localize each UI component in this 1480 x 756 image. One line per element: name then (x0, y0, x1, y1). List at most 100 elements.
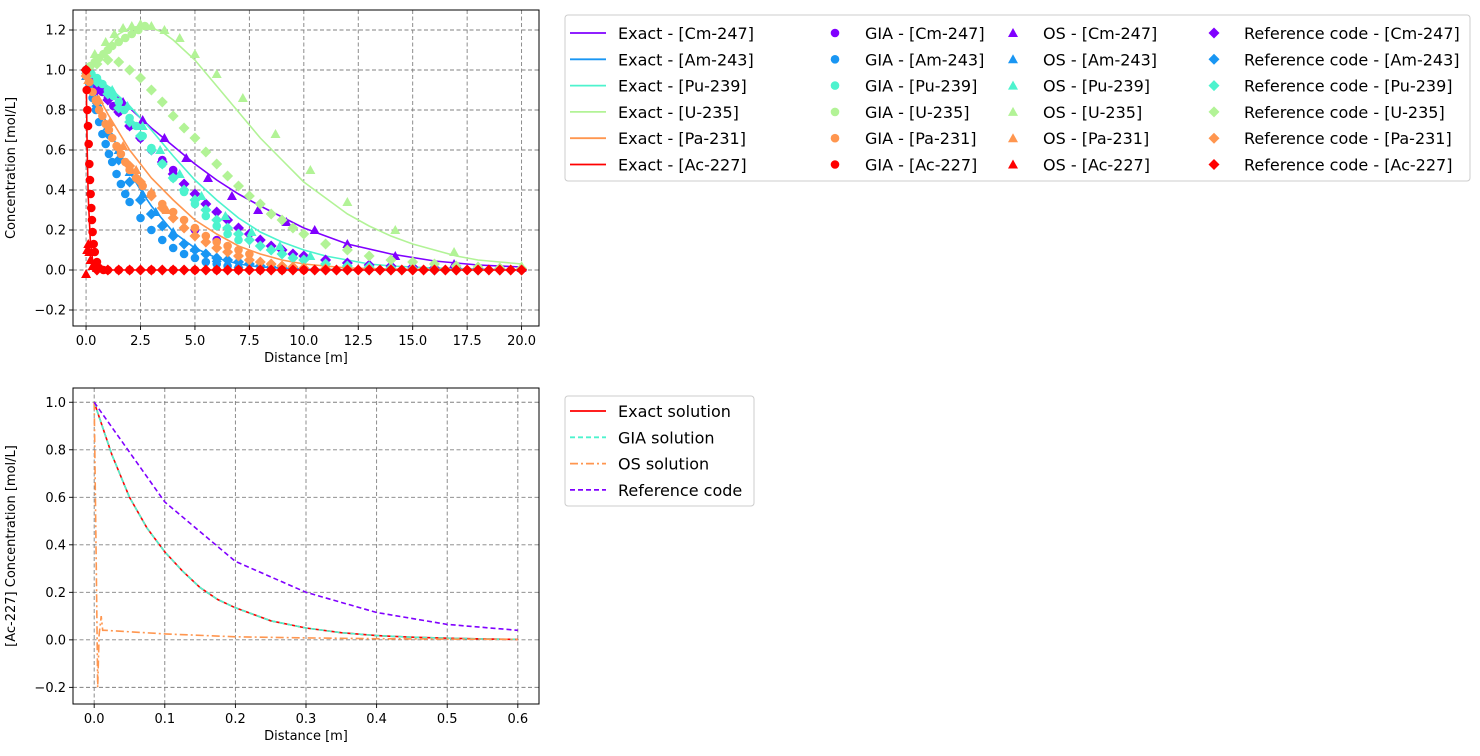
ref-point-ac-227 (352, 264, 364, 276)
ref-point-u-235 (200, 146, 212, 158)
legend-swatch-gia-ac-227 (830, 160, 840, 169)
legend-label-reference-code: Reference code (618, 481, 742, 500)
ref-point-am-243 (145, 208, 157, 220)
os-point-u-235 (146, 21, 157, 30)
legend-label-exact-am-243: Exact - [Am-243] (618, 50, 754, 69)
bottom-xtick-label: 0.4 (366, 712, 387, 727)
ref-point-u-235 (287, 222, 299, 234)
gia-point-am-243 (112, 169, 121, 179)
top-xtick-label: 2.5 (130, 334, 151, 349)
exact-line-pa-231 (85, 69, 522, 271)
ref-point-pu-239 (124, 116, 136, 128)
gia-point-u-235 (114, 37, 124, 47)
top-legend: Exact - [Cm-247] Exact - [Am-243] Exact - … (564, 14, 1471, 182)
ref-point-pu-239 (178, 184, 190, 196)
ref-point-ac-227 (363, 264, 375, 276)
legend-label-reference-code-pa-231: Reference code - [Pa-231] (1244, 129, 1452, 148)
ref-point-u-235 (341, 244, 353, 256)
bottom-xtick-label: 0.6 (507, 712, 528, 727)
bottom-ytick-label: 1.0 (45, 396, 66, 411)
gia-point-u-235 (107, 41, 117, 51)
os-point-cm-247 (342, 239, 353, 248)
ref-point-u-235 (428, 258, 440, 270)
legend-label-gia-pa-231: GIA - [Pa-231] (865, 129, 977, 148)
os-point-cm-247 (309, 225, 320, 234)
ref-point-ac-227 (483, 264, 495, 276)
legend-label-gia-solution: GIA solution (618, 428, 715, 447)
ref-point-ac-227 (211, 264, 223, 276)
gia-point-am-243 (116, 179, 126, 189)
top-ytick-label: −0.2 (34, 304, 66, 319)
os-point-pu-239 (155, 145, 166, 154)
legend-swatch-os-am-243 (1008, 54, 1018, 64)
ref-point-ac-227 (385, 264, 397, 276)
ref-point-u-235 (407, 256, 419, 268)
ref-point-ac-227 (124, 264, 136, 276)
gia-point-ac-227 (85, 159, 94, 169)
bottom-ytick-label: 0.6 (45, 491, 66, 506)
ref-point-ac-227 (439, 264, 451, 276)
ref-point-ac-227 (178, 264, 190, 276)
legend-swatch-gia-cm-247 (830, 28, 840, 38)
top-ylabel: Concentration [mol/L] (4, 97, 19, 239)
os-point-cm-247 (159, 133, 170, 142)
gia-point-u-235 (127, 29, 137, 39)
ref-point-pu-239 (156, 158, 168, 170)
ref-point-pa-231 (145, 190, 157, 202)
os-point-cm-247 (281, 217, 292, 226)
os-point-u-235 (211, 69, 222, 78)
os-point-pu-239 (196, 191, 207, 200)
legend-label-os-u-235: OS - [U-235] (1043, 103, 1142, 122)
ref-point-u-235 (211, 158, 223, 170)
gia-point-pu-239 (131, 121, 141, 131)
os-point-u-235 (89, 49, 100, 58)
legend-swatch-os-u-235 (1008, 106, 1018, 116)
bottom-plot-area (93, 401, 518, 688)
legend-label-exact-pa-231: Exact - [Pa-231] (618, 129, 746, 148)
top-ytick-label: 1.2 (45, 24, 66, 39)
top-ytick-label: 1.0 (45, 64, 66, 79)
top-chart: 0.0 2.5 5.0 7.5 10.0 12.5 15.0 17.5 20.0 −0.2 0.0 0… (4, 9, 1471, 366)
gia-point-ac-227 (83, 121, 93, 131)
top-ytick-label: 0.6 (45, 144, 66, 159)
legend-swatch-os-ac-227 (1008, 159, 1018, 169)
ref-point-ac-227 (276, 264, 288, 276)
legend-label-exact-ac-227: Exact - [Ac-227] (618, 156, 747, 175)
legend-swatch-os-pa-231 (1008, 133, 1018, 143)
ref-point-pu-239 (222, 222, 234, 234)
ref-point-u-235 (135, 72, 147, 84)
bottom-ytick-label: 0.4 (45, 538, 66, 553)
ref-point-ac-227 (374, 264, 386, 276)
ref-point-pa-231 (189, 230, 201, 242)
os-point-pu-239 (246, 227, 257, 236)
gia-point-pu-239 (223, 229, 232, 239)
os-point-u-235 (118, 23, 129, 32)
ref-point-pu-239 (232, 228, 244, 240)
legend-label-os-pa-231: OS - [Pa-231] (1043, 129, 1149, 148)
ref-point-u-235 (102, 54, 114, 66)
bottom-ytick-label: 0.8 (45, 443, 66, 458)
ref-point-pu-239 (287, 252, 299, 264)
os-point-pa-231 (161, 205, 172, 214)
ref-point-ac-227 (232, 264, 244, 276)
ref-point-ac-227 (287, 264, 299, 276)
legend-label-gia-ac-227: GIA - [Ac-227] (865, 156, 977, 175)
ref-point-ac-227 (461, 264, 473, 276)
gia-point-ac-227 (86, 189, 95, 199)
ref-point-u-235 (254, 198, 266, 210)
legend-label-exact-solution: Exact solution (618, 402, 731, 421)
gia-point-ac-227 (83, 105, 92, 115)
bottom-ytick-label: −0.2 (34, 681, 66, 696)
ref-point-cm-247 (178, 178, 190, 190)
ref-point-ac-227 (494, 264, 506, 276)
ref-point-ac-227 (472, 264, 484, 276)
ref-point-pa-231 (265, 258, 277, 270)
os-point-ac-227 (83, 239, 94, 248)
ref-point-pu-239 (298, 254, 310, 266)
gia-point-am-243 (104, 149, 114, 159)
ref-point-pu-239 (167, 172, 179, 184)
ref-point-ac-227 (91, 264, 103, 276)
ref-point-u-235 (243, 190, 255, 202)
ref-point-pu-239 (135, 130, 147, 142)
